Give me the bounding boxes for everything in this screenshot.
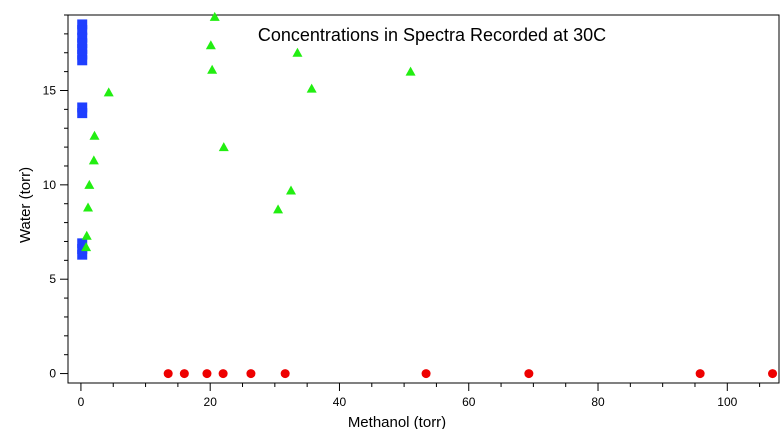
y-tick-label: 15 xyxy=(43,83,57,97)
square-point xyxy=(77,102,88,113)
triangle-point xyxy=(83,202,94,212)
square-point xyxy=(77,38,88,49)
x-tick-label: 40 xyxy=(333,395,347,409)
circle-point xyxy=(246,369,256,379)
triangle-point xyxy=(89,130,100,140)
x-tick-label: 80 xyxy=(591,395,605,409)
triangle-point xyxy=(292,47,303,57)
chart-title: Concentrations in Spectra Recorded at 30… xyxy=(258,25,606,45)
triangle-point xyxy=(209,11,220,21)
square-point xyxy=(77,43,88,54)
y-tick-label: 0 xyxy=(49,367,56,381)
axis-ticks: 0 20 40 60 80 100 0 5 10 15 xyxy=(43,14,761,409)
circle-point xyxy=(202,369,212,379)
square-point xyxy=(77,108,88,119)
x-tick-label: 100 xyxy=(717,395,737,409)
square-point xyxy=(77,244,88,255)
triangle-point xyxy=(81,230,92,240)
square-point xyxy=(77,25,88,36)
triangle-point xyxy=(88,155,99,165)
circle-point xyxy=(280,369,290,379)
y-tick-label: 5 xyxy=(49,272,56,286)
circle-point xyxy=(695,369,705,379)
square-point xyxy=(77,32,88,43)
triangle-point xyxy=(285,185,296,195)
circle-point xyxy=(179,369,189,379)
y-tick-label: 10 xyxy=(43,178,57,192)
x-axis-label: Methanol (torr) xyxy=(348,414,446,429)
circle-point xyxy=(421,369,431,379)
triangle-point xyxy=(218,142,229,152)
circle-point xyxy=(768,369,778,379)
circle-point xyxy=(218,369,228,379)
triangle-point xyxy=(306,83,317,93)
data-marks xyxy=(77,11,778,379)
square-point xyxy=(77,49,88,60)
square-point xyxy=(77,19,88,30)
x-tick-label: 60 xyxy=(462,395,476,409)
square-point xyxy=(77,249,88,260)
triangle-point xyxy=(103,87,114,97)
triangle-point xyxy=(207,64,218,74)
triangle-point xyxy=(405,66,416,76)
triangle-point xyxy=(81,242,92,252)
triangle-point xyxy=(273,204,284,214)
y-axis-label: Water (torr) xyxy=(17,167,34,243)
circle-point xyxy=(524,369,534,379)
plot-frame xyxy=(67,14,780,384)
triangle-point xyxy=(84,179,95,189)
triangle-point xyxy=(205,40,216,50)
x-tick-label: 20 xyxy=(204,395,218,409)
x-tick-label: 0 xyxy=(78,395,85,409)
square-point xyxy=(77,55,88,66)
circle-point xyxy=(163,369,173,379)
square-point xyxy=(77,238,88,249)
